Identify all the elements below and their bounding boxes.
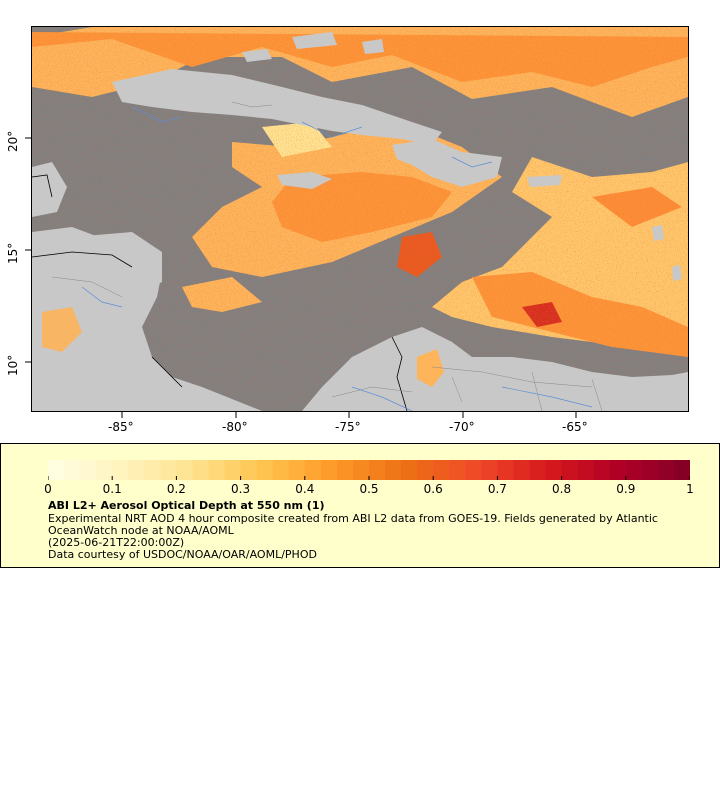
color-scale-swatch <box>64 460 81 480</box>
x-tick-label: -80° <box>222 420 248 434</box>
color-scale-swatch <box>529 460 547 480</box>
color-scale-swatch <box>433 460 450 480</box>
color-scale-label: 0.4 <box>295 482 315 496</box>
color-scale-label: 0.1 <box>102 482 122 496</box>
color-scale-swatch <box>657 460 675 480</box>
color-scale-bar <box>48 460 690 480</box>
color-scale-swatch <box>272 460 290 480</box>
color-scale-label: 0 <box>44 482 52 496</box>
x-tick-label: -70° <box>449 420 475 434</box>
color-scale-swatch <box>304 460 322 480</box>
color-scale-swatch <box>144 460 161 480</box>
color-scale-swatch <box>625 460 643 480</box>
color-scale-swatch <box>401 460 418 480</box>
color-scale-swatch <box>609 460 627 480</box>
rivers <box>81 106 593 411</box>
color-scale-swatch <box>417 460 434 480</box>
color-scale-swatch <box>224 460 242 480</box>
color-scale-swatch <box>208 460 226 480</box>
color-scale-swatch <box>513 460 530 480</box>
legend-description-cont: OceanWatch node at NOAA/AOML <box>48 524 234 537</box>
puerto-rico <box>527 175 562 187</box>
color-scale-swatch <box>385 460 402 480</box>
admin-lines <box>51 101 603 411</box>
jamaica <box>277 172 332 189</box>
color-scale-swatch <box>352 460 370 480</box>
x-tick-label: -65° <box>562 420 588 434</box>
cuba <box>112 69 442 145</box>
legend-title: ABI L2+ Aerosol Optical Depth at 550 nm … <box>48 499 325 512</box>
legend-panel: 0 0.1 0.2 0.3 0.4 0.5 0.6 0.7 0.8 0.9 1 ABI L2+ Ae… <box>0 443 720 568</box>
color-scale-label: 0.2 <box>166 482 186 496</box>
hispaniola <box>392 139 502 187</box>
x-tick-label: -85° <box>108 420 134 434</box>
axis-ticks <box>25 137 577 418</box>
color-scale-label: 0.6 <box>423 482 443 496</box>
color-scale-swatch <box>160 460 177 480</box>
lake-maracaibo <box>417 349 444 387</box>
color-scale-swatch <box>320 460 338 480</box>
y-tick-label: 20° <box>6 130 20 152</box>
y-tick-label: 15° <box>6 242 20 264</box>
color-scale-label: 0.8 <box>552 482 572 496</box>
color-scale-swatch <box>673 460 690 480</box>
legend-credit: Data courtesy of USDOC/NOAA/OAR/AOML/PHO… <box>48 548 317 561</box>
color-scale-swatch <box>593 460 611 480</box>
color-scale-swatch <box>240 460 258 480</box>
color-scale-swatch <box>80 460 97 480</box>
color-scale-swatch <box>112 460 129 480</box>
x-tick-label: -75° <box>335 420 361 434</box>
color-scale-label: 0.3 <box>231 482 251 496</box>
color-scale-swatch <box>369 460 386 480</box>
color-scale-swatch <box>192 460 209 480</box>
central-america <box>32 227 262 411</box>
y-tick-label: 10° <box>6 354 20 376</box>
color-scale-swatch <box>561 460 579 480</box>
color-scale-swatch <box>96 460 113 480</box>
color-scale-label: 0.9 <box>616 482 636 496</box>
color-scale-swatch <box>481 460 498 480</box>
land-masses <box>32 32 688 411</box>
south-america <box>302 327 688 411</box>
color-scale-swatch <box>48 460 65 480</box>
color-scale-swatch <box>577 460 595 480</box>
color-scale-swatch <box>288 460 306 480</box>
color-scale-swatch <box>336 460 354 480</box>
color-scale-swatch <box>497 460 514 480</box>
color-scale-swatch <box>449 460 466 480</box>
color-scale-swatch <box>545 460 563 480</box>
color-scale-swatch <box>641 460 659 480</box>
legend-timestamp: (2025-06-21T22:00:00Z) <box>48 536 185 549</box>
color-scale-label: 0.5 <box>359 482 379 496</box>
country-borders <box>32 174 408 411</box>
color-scale-swatch <box>465 460 482 480</box>
color-scale-swatch <box>128 460 145 480</box>
legend-description: Experimental NRT AOD 4 hour composite cr… <box>48 512 658 525</box>
color-scale-label: 0.7 <box>487 482 507 496</box>
aod-map <box>31 26 689 412</box>
color-scale-label: 1 <box>686 482 694 496</box>
color-scale-swatch <box>256 460 274 480</box>
color-scale-swatch <box>176 460 193 480</box>
